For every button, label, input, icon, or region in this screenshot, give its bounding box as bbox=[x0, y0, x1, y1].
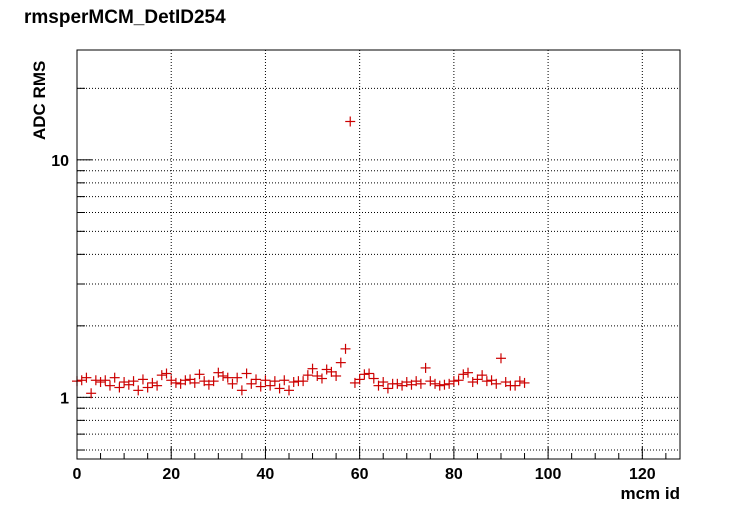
data-point bbox=[236, 385, 247, 396]
data-points bbox=[72, 116, 530, 399]
data-point bbox=[232, 372, 243, 383]
data-point bbox=[463, 367, 474, 378]
data-point bbox=[458, 369, 469, 380]
data-point bbox=[434, 380, 445, 391]
data-point bbox=[331, 370, 342, 381]
x-tick-label: 20 bbox=[162, 466, 180, 483]
data-point bbox=[189, 377, 200, 388]
data-point bbox=[86, 388, 97, 399]
data-point bbox=[298, 376, 309, 387]
data-point bbox=[152, 380, 163, 391]
data-point bbox=[208, 376, 219, 387]
data-point bbox=[340, 343, 351, 354]
data-point bbox=[227, 378, 238, 389]
data-point bbox=[142, 382, 153, 393]
data-point bbox=[514, 376, 525, 387]
data-point bbox=[401, 377, 412, 388]
data-point bbox=[288, 377, 299, 388]
data-point bbox=[420, 362, 431, 373]
data-point bbox=[425, 376, 436, 387]
data-point bbox=[444, 378, 455, 389]
data-point bbox=[241, 368, 252, 379]
data-point bbox=[279, 375, 290, 386]
data-point bbox=[166, 375, 177, 386]
data-point bbox=[510, 380, 521, 391]
data-point bbox=[321, 364, 332, 375]
data-point bbox=[302, 370, 313, 381]
data-point bbox=[76, 375, 87, 386]
data-point bbox=[491, 378, 502, 389]
data-point bbox=[472, 374, 483, 385]
data-point bbox=[114, 382, 125, 393]
data-point bbox=[411, 376, 422, 387]
data-point bbox=[180, 375, 191, 386]
data-point bbox=[161, 368, 172, 379]
grid-lines bbox=[77, 50, 680, 459]
data-point bbox=[335, 357, 346, 368]
data-point bbox=[246, 378, 257, 389]
data-point bbox=[439, 379, 450, 390]
data-point bbox=[359, 369, 370, 380]
x-tick-label: 80 bbox=[445, 466, 463, 483]
x-tick-label: 100 bbox=[535, 466, 562, 483]
data-point bbox=[481, 376, 492, 387]
data-point bbox=[448, 376, 459, 387]
x-tick-label: 120 bbox=[629, 466, 656, 483]
x-axis-label: mcm id bbox=[620, 484, 680, 503]
x-tick-label: 40 bbox=[257, 466, 275, 483]
data-point bbox=[307, 363, 318, 374]
data-point bbox=[260, 375, 271, 386]
data-point bbox=[218, 370, 229, 381]
data-point bbox=[133, 385, 144, 396]
axis-ticks bbox=[76, 87, 667, 459]
data-point bbox=[170, 377, 181, 388]
data-point bbox=[137, 374, 148, 385]
x-tick-label: 60 bbox=[351, 466, 369, 483]
data-point bbox=[326, 366, 337, 377]
data-point bbox=[392, 378, 403, 389]
data-point bbox=[368, 373, 379, 384]
data-point bbox=[382, 383, 393, 394]
data-point bbox=[104, 380, 115, 391]
data-point bbox=[312, 370, 323, 381]
data-point bbox=[109, 372, 120, 383]
data-point bbox=[119, 377, 130, 388]
y-tick-label: 1 bbox=[60, 390, 69, 407]
data-point bbox=[495, 353, 506, 364]
plot-frame bbox=[76, 49, 681, 460]
data-point bbox=[430, 378, 441, 389]
data-point bbox=[156, 370, 167, 381]
data-point bbox=[345, 116, 356, 127]
data-point bbox=[95, 377, 106, 388]
data-point bbox=[519, 377, 530, 388]
y-tick-label: 10 bbox=[51, 153, 69, 170]
data-point bbox=[354, 374, 365, 385]
data-point bbox=[81, 372, 92, 383]
data-point bbox=[269, 376, 280, 387]
data-point bbox=[453, 375, 464, 386]
data-point bbox=[467, 377, 478, 388]
data-point bbox=[100, 375, 111, 386]
data-point bbox=[274, 383, 285, 394]
data-point bbox=[251, 374, 262, 385]
data-point bbox=[378, 377, 389, 388]
data-point bbox=[255, 381, 266, 392]
tick-labels: 0 20 40 60 80 100 120 1 10 bbox=[51, 153, 656, 483]
data-point bbox=[90, 375, 101, 386]
data-point bbox=[316, 373, 327, 384]
data-point bbox=[364, 368, 375, 379]
data-point bbox=[147, 377, 158, 388]
chart-title: rmsperMCM_DetID254 bbox=[24, 7, 226, 28]
data-point bbox=[283, 385, 294, 396]
data-point bbox=[265, 380, 276, 391]
data-point bbox=[222, 372, 233, 383]
data-point bbox=[128, 376, 139, 387]
x-tick-label: 0 bbox=[73, 466, 82, 483]
data-point bbox=[194, 369, 205, 380]
data-point bbox=[415, 378, 426, 389]
data-point bbox=[477, 370, 488, 381]
